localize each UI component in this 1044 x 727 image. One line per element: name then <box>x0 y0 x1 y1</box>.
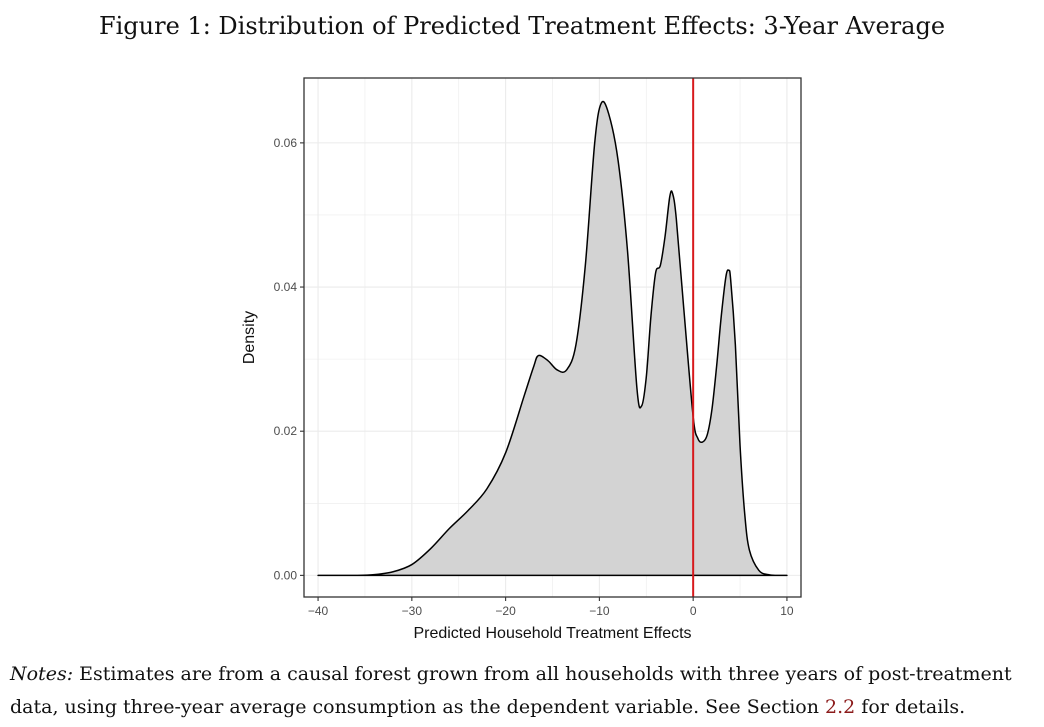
x-tick-label: 10 <box>780 604 794 618</box>
section-reference-link[interactable]: 2.2 <box>825 696 856 718</box>
x-tick-label: −20 <box>495 604 516 618</box>
y-tick-label: 0.02 <box>274 424 298 438</box>
density-curve <box>317 100 788 577</box>
notes-text-before: Estimates are from a causal forest grown… <box>10 663 1012 718</box>
x-tick-label: −10 <box>589 604 610 618</box>
figure-caption: Figure 1: Distribution of Predicted Trea… <box>98 12 946 40</box>
notes-label: Notes: <box>10 663 74 685</box>
y-axis-ticks: 0.00 0.02 0.04 0.06 <box>274 136 304 582</box>
x-tick-label: 0 <box>690 604 697 618</box>
x-axis-title: Predicted Household Treatment Effects <box>413 625 691 642</box>
y-axis-title: Density <box>241 311 258 364</box>
x-tick-label: −30 <box>402 604 423 618</box>
y-tick-label: 0.04 <box>274 280 298 294</box>
density-chart: −40 −30 −20 −10 0 10 0.00 0.02 0.04 0.06 Predict… <box>241 77 802 642</box>
x-axis-ticks: −40 −30 −20 −10 0 10 <box>308 597 794 618</box>
y-tick-label: 0.00 <box>274 568 298 582</box>
y-tick-label: 0.06 <box>274 136 298 150</box>
figure-notes: Notes: Estimates are from a causal fores… <box>10 658 1040 724</box>
x-tick-label: −40 <box>308 604 329 618</box>
notes-text-after: for details. <box>855 696 966 718</box>
plot-border <box>303 77 802 598</box>
density-area <box>318 101 787 576</box>
